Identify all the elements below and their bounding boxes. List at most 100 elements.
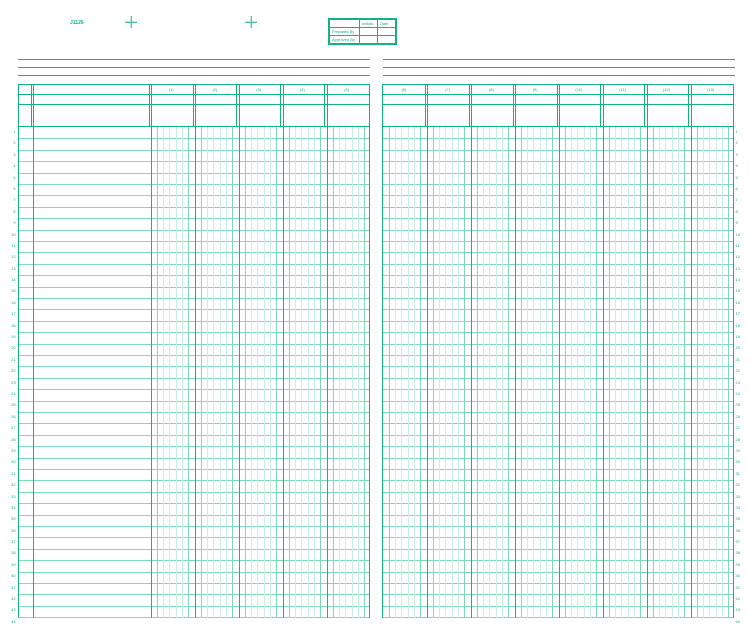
row-number: 16 (736, 297, 740, 308)
row-number: 5 (736, 172, 740, 183)
row-number: 40 (10, 570, 16, 581)
column-header: (5) (325, 85, 369, 94)
row-number: 14 (10, 274, 16, 285)
column-header: (10) (558, 85, 602, 94)
approval-box: Initials Date Prepared By Approved By (328, 18, 397, 45)
row-number: 18 (736, 320, 740, 331)
registration-mark-icon (125, 16, 137, 28)
prepared-by-date (378, 28, 396, 36)
row-number: 28 (10, 434, 16, 445)
prepared-by-initials (360, 28, 378, 36)
prepared-by-label: Prepared By (330, 28, 360, 36)
row-number: 20 (10, 342, 16, 353)
row-number: 17 (10, 308, 16, 319)
left-sheet: (1)(2)(3)(4)(5) (18, 84, 370, 618)
row-number: 19 (10, 331, 16, 342)
approved-by-label: Approved By (330, 36, 360, 44)
row-number: 11 (10, 240, 16, 251)
row-number: 30 (10, 456, 16, 467)
row-number: 37 (10, 536, 16, 547)
row-number: 44 (10, 616, 16, 627)
row-number: 14 (736, 274, 740, 285)
row-number: 30 (736, 456, 740, 467)
column-header: (1) (150, 85, 194, 94)
row-number: 34 (10, 502, 16, 513)
row-number: 24 (736, 388, 740, 399)
row-number: 6 (10, 183, 16, 194)
row-number: 5 (10, 172, 16, 183)
row-number: 32 (736, 479, 740, 490)
row-number: 18 (10, 320, 16, 331)
row-number: 31 (10, 468, 16, 479)
row-number: 4 (10, 160, 16, 171)
row-number: 36 (10, 525, 16, 536)
column-header: (12) (645, 85, 689, 94)
row-number: 38 (10, 547, 16, 558)
row-number: 20 (736, 342, 740, 353)
row-number: 6 (736, 183, 740, 194)
row-number: 24 (10, 388, 16, 399)
column-header: (7) (426, 85, 470, 94)
row-number: 37 (736, 536, 740, 547)
column-header: (8) (470, 85, 514, 94)
row-number: 3 (736, 149, 740, 160)
registration-mark-icon (245, 16, 257, 28)
row-number: 38 (736, 547, 740, 558)
row-number: 1 (736, 126, 740, 137)
row-number: 15 (10, 285, 16, 296)
row-number: 12 (10, 251, 16, 262)
header-writing-lines-left (18, 52, 370, 76)
row-number: 23 (736, 377, 740, 388)
row-number: 27 (10, 422, 16, 433)
form-number: J1126 (70, 20, 84, 26)
row-number: 12 (736, 251, 740, 262)
row-number: 21 (736, 354, 740, 365)
row-number: 23 (10, 377, 16, 388)
row-number: 29 (10, 445, 16, 456)
row-number: 32 (10, 479, 16, 490)
row-number: 19 (736, 331, 740, 342)
row-number: 2 (10, 137, 16, 148)
row-number: 13 (736, 263, 740, 274)
right-sheet: (6)(7)(8)(9)(10)(11)(12)(13) (382, 84, 734, 618)
row-number: 43 (736, 604, 740, 615)
row-number: 16 (10, 297, 16, 308)
column-header: (11) (601, 85, 645, 94)
row-number: 25 (736, 399, 740, 410)
row-number: 11 (736, 240, 740, 251)
row-number: 10 (736, 229, 740, 240)
row-number: 1 (10, 126, 16, 137)
ledger-page: J1126 Initials Date Prepared By Approved… (0, 0, 750, 618)
row-number: 3 (10, 149, 16, 160)
row-number: 35 (736, 513, 740, 524)
row-number: 39 (10, 559, 16, 570)
row-number: 44 (736, 616, 740, 627)
row-number: 42 (10, 593, 16, 604)
row-number: 31 (736, 468, 740, 479)
column-header: (6) (383, 85, 427, 94)
ledger-container: 1234567891011121314151617181920212223242… (10, 84, 740, 618)
column-header: (2) (194, 85, 238, 94)
row-number: 2 (736, 137, 740, 148)
row-number: 33 (10, 491, 16, 502)
header-writing-lines-right (383, 52, 735, 76)
row-number: 40 (736, 570, 740, 581)
row-number: 7 (736, 194, 740, 205)
row-number: 9 (10, 217, 16, 228)
row-number: 7 (10, 194, 16, 205)
row-number: 22 (10, 365, 16, 376)
row-numbers-left: 1234567891011121314151617181920212223242… (10, 84, 16, 618)
row-number: 8 (10, 206, 16, 217)
row-number: 15 (736, 285, 740, 296)
column-header: (4) (281, 85, 325, 94)
row-number: 39 (736, 559, 740, 570)
row-number: 28 (736, 434, 740, 445)
row-number: 8 (736, 206, 740, 217)
row-number: 4 (736, 160, 740, 171)
column-header: (3) (237, 85, 281, 94)
row-number: 26 (736, 411, 740, 422)
row-number: 10 (10, 229, 16, 240)
date-header: Date (378, 20, 396, 28)
row-number: 41 (10, 582, 16, 593)
approved-by-date (378, 36, 396, 44)
